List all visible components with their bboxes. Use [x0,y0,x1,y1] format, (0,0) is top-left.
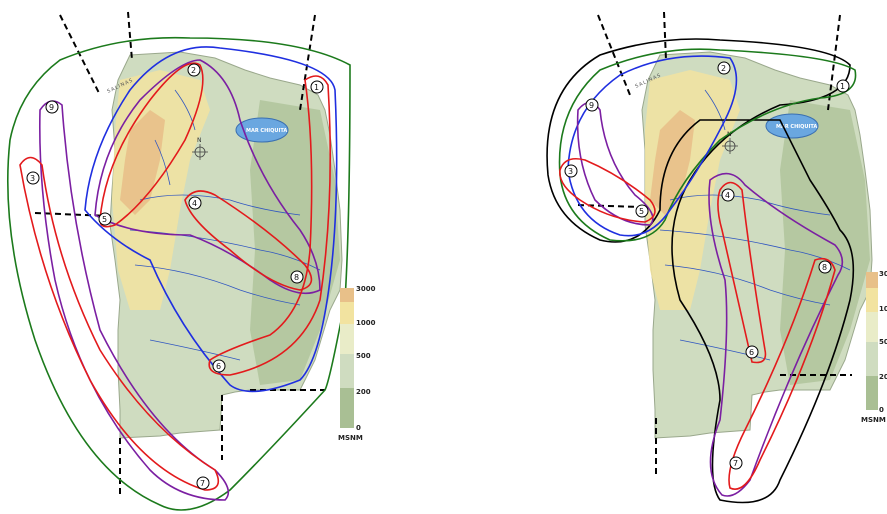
north-arrow-icon-left: N [192,137,208,160]
svg-text:3000: 3000 [356,285,376,293]
svg-text:8: 8 [294,273,299,282]
contour-green-left [7,36,351,511]
svg-text:500: 500 [356,352,371,360]
rivers-left [129,89,321,361]
svg-text:3: 3 [568,167,573,176]
lake-label-right: MAR CHIQUITA [776,124,817,130]
svg-text:3: 3 [30,174,35,183]
lake-mar-chiquita-left [235,117,289,143]
svg-text:1000: 1000 [879,305,887,313]
contour-purple-right [576,101,654,226]
elevation-legend-left: 3000 1000 500 200 0 MSNM [338,285,376,442]
contour-blue-left [84,46,338,393]
svg-text:2: 2 [191,66,196,75]
svg-text:9: 9 [589,101,594,110]
svg-text:MSNM: MSNM [861,416,886,424]
plain-east-left [250,100,340,385]
right-map: MAR CHIQUITA SALINAS N [546,11,873,504]
svg-text:200: 200 [879,373,887,381]
contour-green-right [558,48,857,242]
lake-label-left: MAR CHIQUITA [246,128,287,134]
svg-text:MSNM: MSNM [338,434,363,442]
svg-text:9: 9 [49,103,54,112]
svg-text:6: 6 [749,348,754,357]
contour-purple-left [94,59,321,295]
site-regions-red-left [19,62,332,491]
svg-text:0: 0 [356,424,361,432]
svg-text:500: 500 [879,338,887,346]
svg-text:1000: 1000 [356,319,376,327]
svg-text:5: 5 [639,207,644,216]
site-regions-red-right [559,157,836,490]
svg-text:5: 5 [102,215,107,224]
elevation-legend-right: 3000 1000 500 200 0 MSNM [861,270,887,424]
contour-blue-right [567,55,738,237]
site-markers-left: 1 2 3 4 5 6 7 8 9 [26,63,324,490]
svg-text:7: 7 [733,459,738,468]
elevation-1000-left [120,110,165,215]
svg-text:2: 2 [721,64,726,73]
svg-text:200: 200 [356,388,371,396]
svg-text:0: 0 [879,406,884,414]
svg-text:6: 6 [216,362,221,371]
contour-purple-west-left [39,100,230,501]
svg-text:8: 8 [822,263,827,272]
svg-text:3000: 3000 [879,270,887,278]
svg-text:4: 4 [192,199,197,208]
site-markers-right: 1 2 3 4 5 6 7 8 9 [564,61,850,470]
svg-text:1: 1 [840,82,845,91]
plain-east-right [780,100,870,385]
svg-text:7: 7 [200,479,205,488]
svg-text:N: N [197,137,202,144]
left-map: MAR CHIQUITA SALINAS N [7,11,351,511]
contour-black-right [546,38,855,504]
svg-text:1: 1 [314,83,319,92]
svg-text:4: 4 [725,191,730,200]
